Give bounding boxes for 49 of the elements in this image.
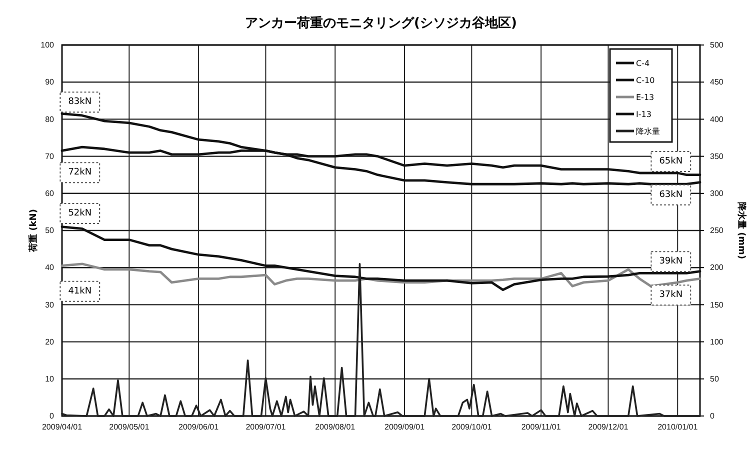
y-tick-label: 20 bbox=[45, 337, 55, 346]
y2-tick-label: 400 bbox=[710, 114, 724, 124]
y2-tick-label: 50 bbox=[710, 374, 720, 384]
y2-tick-label: 300 bbox=[710, 188, 724, 198]
legend-label: E-13 bbox=[636, 93, 654, 102]
annotation: 83kN bbox=[68, 97, 92, 108]
x-tick-label: 2009/08/01 bbox=[315, 422, 356, 432]
y2-tick-label: 450 bbox=[710, 78, 724, 87]
legend-label: C-10 bbox=[636, 76, 655, 85]
x-tick-label: 2009/10/01 bbox=[452, 422, 492, 432]
y-tick-label: 0 bbox=[50, 412, 55, 421]
y-axis-title: 荷重 (kN) bbox=[28, 209, 39, 253]
y-tick-label: 100 bbox=[40, 40, 55, 50]
y-tick-label: 50 bbox=[45, 226, 55, 236]
y-tick-label: 10 bbox=[45, 374, 55, 384]
x-tick-label: 2009/07/01 bbox=[246, 422, 286, 432]
y2-tick-label: 0 bbox=[710, 412, 715, 421]
legend-label: 降水量 bbox=[636, 127, 660, 136]
x-tick-label: 2009/09/01 bbox=[384, 422, 426, 432]
y2-tick-label: 100 bbox=[710, 337, 724, 346]
annotation: 37kN bbox=[659, 290, 683, 300]
y2-tick-label: 200 bbox=[710, 263, 724, 272]
x-tick-label: 2009/11/01 bbox=[521, 422, 562, 432]
legend-label: C-4 bbox=[636, 59, 650, 68]
annotation: 65kN bbox=[659, 156, 683, 167]
y-tick-label: 40 bbox=[45, 263, 55, 272]
y-tick-label: 70 bbox=[45, 152, 55, 161]
chart-title: アンカー荷重のモニタリング(シソジカ谷地区) bbox=[245, 15, 517, 31]
x-tick-label: 2009/12/01 bbox=[588, 422, 629, 432]
annotation: 39kN bbox=[659, 256, 683, 267]
annotation: 41kN bbox=[68, 286, 92, 296]
y2-tick-label: 150 bbox=[710, 300, 724, 310]
y-tick-label: 30 bbox=[45, 300, 55, 310]
annotation: 63kN bbox=[659, 190, 683, 200]
line-series bbox=[60, 262, 702, 288]
annotation: 72kN bbox=[68, 168, 92, 178]
y-tick-label: 80 bbox=[45, 114, 55, 124]
annotation: 52kN bbox=[68, 208, 92, 218]
y2-tick-label: 500 bbox=[710, 40, 724, 50]
y2-tick-label: 250 bbox=[710, 226, 724, 236]
x-tick-label: 2009/04/01 bbox=[42, 422, 83, 432]
x-tick-label: 2010/01/01 bbox=[658, 422, 698, 432]
legend-label: I-13 bbox=[636, 110, 652, 119]
y-tick-label: 90 bbox=[45, 78, 55, 87]
y2-axis-title: 降水量 (mm) bbox=[736, 202, 747, 260]
x-tick-label: 2009/06/01 bbox=[178, 422, 220, 432]
y2-tick-label: 350 bbox=[710, 152, 724, 161]
y-tick-label: 60 bbox=[45, 188, 55, 198]
x-tick-label: 2009/05/01 bbox=[109, 422, 150, 432]
